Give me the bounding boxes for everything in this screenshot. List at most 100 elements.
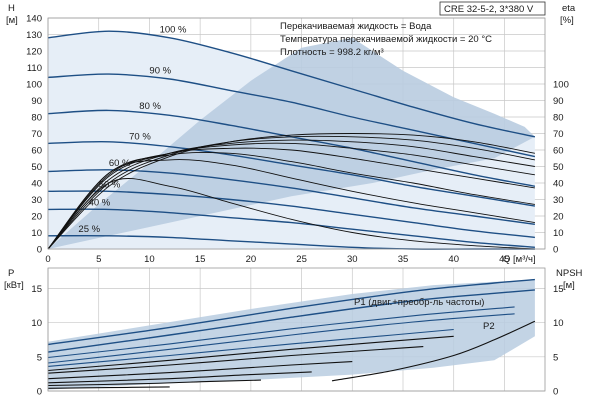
power-curve-P170 <box>47 346 424 374</box>
eta-tick-label: 20 <box>553 212 564 223</box>
eta-curve-eta25 <box>47 178 535 250</box>
info-liquid: Перекачиваемая жидкость = Вода <box>280 21 432 32</box>
flow-tick-label: 20 <box>246 254 257 265</box>
npsh-line <box>331 320 536 382</box>
head-tick-label: 60 <box>31 146 42 157</box>
eta-y-ticks: 0 10 20 30 40 50 60 70 80 90 100 <box>553 80 569 256</box>
power-curve-P190 <box>47 306 515 359</box>
eta-axis-unit: [%] <box>560 15 574 26</box>
npsh-tick-label: 0 <box>553 387 558 398</box>
power-curve-P280 <box>47 335 454 372</box>
eta-tick-label: 40 <box>553 179 564 190</box>
eta-axis-symbol: eta <box>562 3 576 14</box>
npsh-curve <box>331 320 536 382</box>
head-tick-label: 80 <box>31 113 42 124</box>
speed-label: 25 % <box>78 224 100 235</box>
flow-tick-label: 30 <box>347 254 358 265</box>
speed-label: 40 % <box>89 197 111 208</box>
npsh-y-ticks: 0 5 10 15 <box>553 284 564 398</box>
eta-curve-eta80 <box>47 139 535 250</box>
head-curve-40 <box>47 208 535 248</box>
flow-x-ticks: 0 5 10 15 20 25 30 35 40 45 <box>45 254 509 265</box>
head-tick-label: 40 <box>31 179 42 190</box>
head-tick-label: 100 <box>26 80 42 91</box>
flow-tick-label: 0 <box>45 254 50 265</box>
p1-annotation: P1 (двиг.+преобр-ль частоты) <box>354 297 484 308</box>
head-tick-label: 130 <box>26 30 42 41</box>
eta-curve-eta100 <box>47 133 535 250</box>
head-y-ticks: 0 10 20 30 40 50 60 70 80 90 100 110 120 130 140 <box>26 14 42 256</box>
speed-label: 60 % <box>109 158 131 169</box>
head-axis-unit: [м] <box>6 15 18 26</box>
head-curve-60 <box>47 169 535 225</box>
efficiency-curves <box>47 133 535 250</box>
npsh-tick-label: 10 <box>553 318 564 329</box>
head-tick-label: 20 <box>31 212 42 223</box>
eta-tick-label: 80 <box>553 113 564 124</box>
eta-tick-label: 90 <box>553 96 564 107</box>
eta-tick-label: 30 <box>553 195 564 206</box>
eta-tick-label: 10 <box>553 228 564 239</box>
eta-curve-eta70 <box>47 142 535 250</box>
npsh-axis-symbol: NPSH <box>556 268 583 279</box>
eta-tick-label: 50 <box>553 162 564 173</box>
flow-tick-label: 5 <box>96 254 101 265</box>
power-curve-P290 <box>47 313 515 364</box>
chart-title-box: CRE 32-5-2, 3*380 V <box>439 1 546 16</box>
info-temperature: Температура перекачиваемой жидкости = 20… <box>280 34 492 45</box>
power-tick-label: 10 <box>31 318 42 329</box>
power-curve-P180 <box>47 328 454 367</box>
head-tick-label: 110 <box>27 63 42 74</box>
flow-tick-label: 15 <box>195 254 206 265</box>
power-y-ticks: 0 5 10 15 <box>31 284 42 398</box>
speed-label: 80 % <box>139 101 161 112</box>
head-tick-label: 140 <box>26 14 42 25</box>
speed-label: 50 % <box>99 179 121 190</box>
eta-tick-label: 60 <box>553 146 564 157</box>
power-curves <box>47 278 535 389</box>
head-curve-70 <box>47 140 536 207</box>
p2-annotation: P2 <box>483 321 495 332</box>
head-curve-50 <box>47 190 535 239</box>
head-tick-label: 0 <box>37 245 42 256</box>
flow-tick-label: 40 <box>448 254 459 265</box>
eta-tick-label: 100 <box>553 80 569 91</box>
flow-tick-label: 35 <box>398 254 409 265</box>
power-curve-P1100 <box>47 278 535 346</box>
eta-curve-eta90 <box>47 135 535 250</box>
power-curve-P150 <box>47 371 312 384</box>
flow-axis-label: Q [м³/ч] <box>503 254 536 265</box>
head-tick-label: 50 <box>31 162 42 173</box>
speed-labels: 100 % 90 % 80 % 70 % 60 % 50 % 40 % 25 % <box>78 25 187 235</box>
head-tick-label: 120 <box>26 47 42 58</box>
power-tick-label: 0 <box>37 387 42 398</box>
npsh-tick-label: 15 <box>553 284 564 295</box>
flow-tick-label: 10 <box>144 254 155 265</box>
head-tick-label: 30 <box>31 195 42 206</box>
npsh-axis-unit: [м] <box>563 280 575 291</box>
power-curve-P125 <box>47 386 170 389</box>
info-density: Плотность = 998.2 кг/м³ <box>280 47 384 58</box>
eta-curve-eta40 <box>47 159 535 250</box>
chart-title: CRE 32-5-2, 3*380 V <box>444 4 534 15</box>
power-npsh-chart: 0 5 10 15 0 5 10 15 P [кВт] NPSH [м] P1 (двиг.… <box>4 267 583 398</box>
power-tick-label: 5 <box>37 352 42 363</box>
speed-label: 70 % <box>129 131 151 142</box>
flow-tick-label: 45 <box>499 254 510 265</box>
head-tick-label: 70 <box>31 129 42 140</box>
npsh-tick-label: 5 <box>553 352 558 363</box>
power-plot-frame <box>47 267 546 392</box>
eta-curve-eta60 <box>47 147 535 250</box>
head-tick-label: 90 <box>31 96 42 107</box>
power-curve-P160 <box>47 361 353 380</box>
head-axis-symbol: H <box>8 3 15 14</box>
eta-tick-label: 0 <box>553 245 558 256</box>
power-tick-label: 15 <box>31 284 42 295</box>
speed-label: 100 % <box>160 25 187 36</box>
head-plot-frame <box>47 17 546 250</box>
power-curve-P2100 <box>47 289 535 353</box>
eta-tick-label: 70 <box>553 129 564 140</box>
flow-tick-label: 25 <box>296 254 307 265</box>
